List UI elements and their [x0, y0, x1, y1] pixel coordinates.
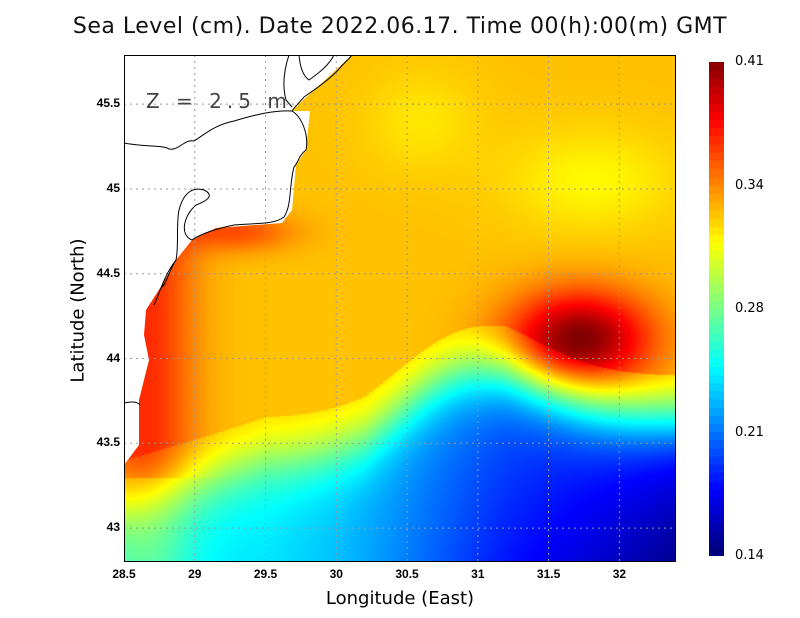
land-mask	[124, 55, 352, 465]
x-axis-label: Longitude (East)	[325, 588, 475, 609]
plot-frame	[124, 55, 676, 562]
colorbar-label: 0.28	[735, 301, 764, 316]
x-tick-label: 30	[329, 567, 343, 581]
map-overlay	[124, 55, 676, 562]
colorbar-label: 0.41	[735, 54, 764, 69]
depth-annotation: Z = 2.5 m	[146, 89, 292, 113]
x-tick-label: 30.5	[395, 567, 419, 581]
x-tick-label: 29.5	[253, 567, 278, 581]
x-tick-label: 31	[471, 567, 485, 581]
coastline	[124, 55, 353, 406]
colorbar	[709, 62, 724, 556]
y-tick-label: 43.5	[96, 435, 120, 450]
colorbar-label: 0.21	[735, 424, 764, 440]
colorbar-label: 0.34	[735, 177, 764, 193]
x-tick-label: 29	[188, 567, 202, 581]
y-tick-label: 44	[106, 350, 120, 365]
x-tick-label: 32	[612, 567, 627, 581]
y-tick-label: 44.5	[96, 265, 120, 280]
chart-title: Sea Level (cm). Date 2022.06.17. Time 00…	[72, 14, 728, 39]
x-tick-label: 31.5	[536, 567, 561, 581]
y-tick-label: 45.5	[96, 96, 120, 111]
colorbar-label: 0.14	[735, 548, 764, 563]
y-tick-label: 45	[106, 180, 120, 195]
x-tick-label: 28.5	[112, 567, 136, 581]
grid-lines	[124, 55, 676, 562]
y-axis-label: Latitude (North)	[67, 238, 89, 383]
y-tick-label: 43	[106, 520, 120, 535]
plot-area	[124, 55, 676, 562]
